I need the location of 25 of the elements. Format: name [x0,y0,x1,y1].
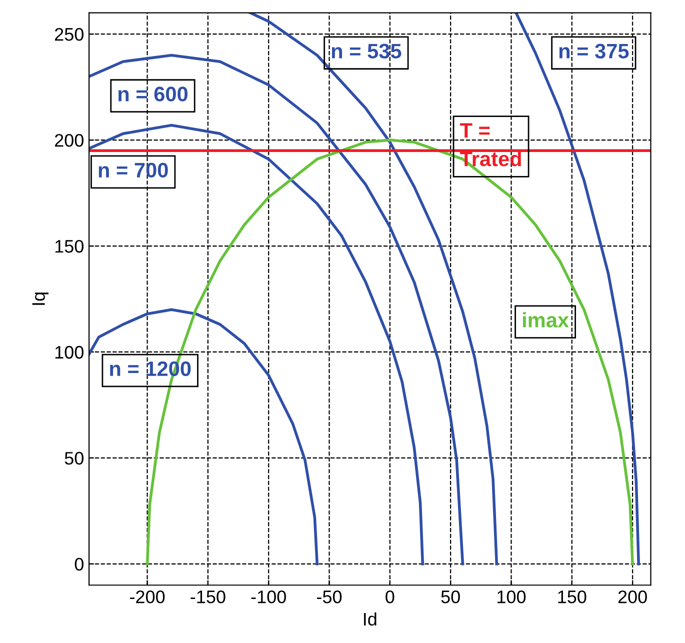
x-tick-label: -200 [130,590,165,604]
ref-line-label: T = Trated [460,123,521,166]
line-series [89,124,424,566]
x-tick-label: -150 [190,590,226,604]
x-tick-label: 150 [558,590,586,604]
y-tick-label: 200 [54,134,84,147]
series-label: n = 375 [559,44,629,59]
x-tick-label: 200 [618,590,647,604]
series-label: n = 600 [118,86,188,102]
x-axis-title: Id [364,612,376,626]
x-tick-label: -100 [251,590,286,604]
x-tick-label: -50 [317,590,342,604]
y-tick-label: 150 [55,240,84,253]
line-series [89,308,319,566]
x-tick-label: 50 [441,590,460,604]
series-label: n = 535 [332,44,402,59]
x-tick-label: 0 [386,590,394,604]
y-axis-title: Iq [32,292,49,305]
y-tick-label: 50 [64,452,84,465]
y-tick-label: 250 [54,28,84,41]
y-tick-label: 100 [55,346,84,359]
series-label: n = 700 [98,162,168,178]
series-label: imax [523,312,569,328]
x-tick-label: 100 [498,590,526,604]
y-tick-label: 0 [74,558,84,571]
